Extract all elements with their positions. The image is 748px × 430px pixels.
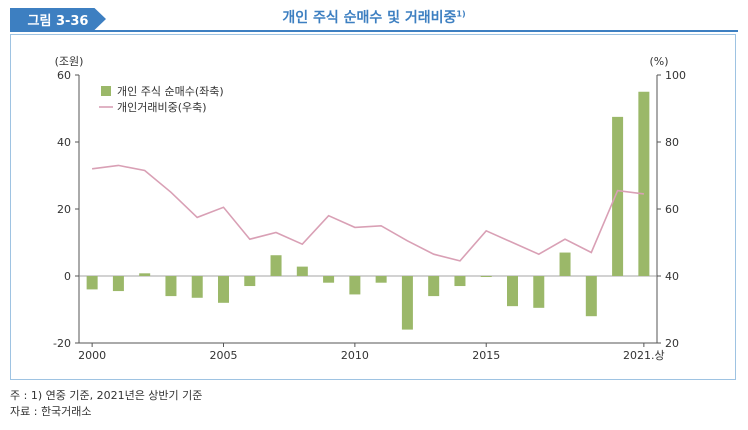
bar-net-buying	[323, 276, 335, 283]
chart-frame: 60 40 20 0 -20 100 80 60 40 20 (조원) (%) 2000 2005 2010…	[10, 34, 736, 380]
source-note: 자료 : 한국거래소	[10, 405, 92, 418]
bar-net-buying	[86, 276, 98, 290]
bar-net-buying	[480, 276, 492, 278]
line-trading-share	[91, 164, 644, 262]
right-axis-tick-label: 80	[665, 136, 679, 149]
bar-net-buying	[638, 91, 650, 276]
bar-net-buying	[112, 276, 124, 292]
right-axis-tick-label: 20	[665, 337, 679, 350]
bar-net-buying	[533, 276, 545, 308]
legend-swatch-bar	[101, 86, 111, 96]
figure-title-text: 개인 주식 순매수 및 거래비중	[282, 10, 457, 26]
figure-number-tag: 그림 3-36	[10, 8, 106, 30]
right-axis-tick-label: 100	[665, 69, 686, 82]
bar-net-buying	[454, 276, 466, 287]
bar-net-buying	[191, 276, 203, 298]
bar-net-buying	[270, 255, 282, 276]
figure-title-footnote-mark: 1)	[456, 9, 466, 19]
right-axis-tick-label: 60	[665, 203, 679, 216]
left-axis-tick-label: 60	[57, 69, 71, 82]
bar-net-buying	[428, 276, 440, 297]
bar-net-buying	[612, 116, 624, 276]
bar-net-buying	[349, 276, 361, 295]
x-axis-tick-label: 2010	[341, 349, 369, 362]
bar-net-buying	[218, 276, 229, 303]
x-axis-tick-label: 2005	[210, 349, 238, 362]
chart: 60 40 20 0 -20 100 80 60 40 20 (조원) (%) 2000 2005 2010…	[53, 55, 686, 362]
x-axis-tick-label: 2021.상	[623, 349, 665, 362]
bar-net-buying	[296, 266, 308, 276]
right-axis-unit-label: (%)	[649, 55, 668, 68]
legend-label-line: 개인거래비중(우축)	[117, 101, 207, 114]
bar-net-buying	[585, 276, 597, 317]
figure-title: 개인 주식 순매수 및 거래비중1)	[0, 7, 748, 27]
bar-net-buying	[139, 273, 151, 276]
legend-label-bar: 개인 주식 순매수(좌축)	[117, 85, 224, 98]
figure-number: 그림 3-36	[27, 13, 89, 29]
x-axis-tick-label: 2000	[78, 349, 106, 362]
left-axis-tick-label: 0	[64, 270, 71, 283]
x-axis-tick-label: 2015	[472, 349, 500, 362]
title-divider	[10, 30, 738, 32]
bar-net-buying	[401, 276, 413, 330]
right-axis-tick-label: 40	[665, 270, 679, 283]
left-axis-tick-label: 40	[57, 136, 71, 149]
bar-net-buying	[165, 276, 177, 297]
left-axis-tick-label: 20	[57, 203, 71, 216]
bar-net-buying	[244, 276, 256, 287]
left-axis-tick-label: -20	[53, 337, 71, 350]
bar-net-buying	[507, 276, 518, 307]
left-axis-unit-label: (조원)	[55, 55, 84, 68]
bar-net-buying	[375, 276, 387, 283]
figure-notes: 주 : 1) 연중 기준, 2021년은 상반기 기준 자료 : 한국거래소	[10, 388, 202, 420]
footnote: 주 : 1) 연중 기준, 2021년은 상반기 기준	[10, 389, 203, 402]
bar-net-buying	[559, 252, 571, 276]
